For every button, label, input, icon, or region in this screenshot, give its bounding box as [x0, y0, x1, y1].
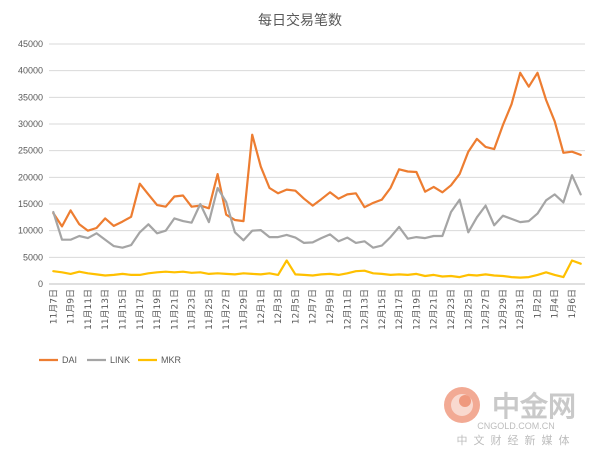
x-tick-label: 11月29日	[239, 289, 250, 330]
x-tick-label: 11月13日	[100, 289, 111, 330]
y-tick-label: 15000	[18, 199, 43, 209]
x-tick-label: 11月17日	[135, 289, 146, 330]
x-tick-label: 11月27日	[221, 289, 232, 330]
series-line-mkr	[52, 259, 582, 279]
x-axis-ticks: 11月7日 11月9日 11月11日 11月13日 11月15日 11月17日 11月19日…	[48, 289, 578, 330]
x-tick-label: 12月27日	[481, 289, 492, 330]
x-tick-label: 11月25日	[204, 289, 215, 330]
x-tick-label: 12月23日	[446, 289, 457, 330]
x-tick-label: 12月17日	[394, 289, 405, 330]
x-tick-label: 11月9日	[66, 289, 77, 324]
x-tick-label: 12月1日	[256, 289, 267, 324]
x-tick-label: 12月11日	[342, 289, 353, 330]
watermark-name: 中金网	[492, 390, 576, 423]
legend-label-mkr: MKR	[161, 355, 182, 365]
watermark: 中金网 CNGOLD.COM.CN 中文财经新媒体	[444, 387, 576, 447]
y-tick-label: 10000	[18, 226, 43, 236]
y-tick-label: 25000	[18, 146, 43, 156]
y-tick-label: 5000	[23, 252, 43, 262]
x-tick-label: 12月29日	[498, 289, 509, 330]
legend-label-link: LINK	[110, 355, 130, 365]
y-tick-label: 45000	[18, 39, 43, 49]
x-tick-label: 12月9日	[325, 289, 336, 324]
series-line-link	[52, 174, 582, 249]
x-tick-label: 11月15日	[117, 289, 128, 330]
y-tick-label: 35000	[18, 92, 43, 102]
x-tick-label: 12月19日	[411, 289, 422, 330]
x-tick-label: 11月23日	[187, 289, 198, 330]
y-tick-label: 20000	[18, 172, 43, 182]
y-tick-label: 40000	[18, 66, 43, 76]
x-tick-label: 11月21日	[169, 289, 180, 330]
x-tick-label: 11月11日	[83, 289, 94, 330]
x-tick-label: 12月25日	[463, 289, 474, 330]
x-tick-label: 11月7日	[48, 289, 59, 324]
y-axis-ticks: 0 5000 10000 15000 20000 25000 30000 35000 40000…	[18, 39, 43, 289]
watermark-url: CNGOLD.COM.CN	[477, 421, 555, 431]
chart-title: 每日交易笔数	[258, 12, 342, 29]
x-tick-label: 12月15日	[377, 289, 388, 330]
y-tick-label: 0	[38, 279, 43, 289]
logo-icon	[444, 387, 480, 423]
gridlines	[49, 43, 585, 285]
x-tick-label: 12月21日	[429, 289, 440, 330]
x-tick-label: 1月6日	[567, 289, 578, 318]
legend-label-dai: DAI	[62, 355, 77, 365]
x-tick-label: 12月5日	[290, 289, 301, 324]
x-tick-label: 1月4日	[550, 289, 561, 318]
series-lines	[52, 71, 582, 279]
x-tick-label: 1月2日	[532, 289, 543, 318]
x-tick-label: 12月31日	[515, 289, 526, 330]
series-line-dai	[52, 71, 582, 232]
y-tick-label: 30000	[18, 119, 43, 129]
x-tick-label: 12月13日	[360, 289, 371, 330]
legend: DAI LINK MKR	[39, 355, 182, 365]
x-tick-label: 11月19日	[152, 289, 163, 330]
x-tick-label: 12月3日	[273, 289, 284, 324]
x-tick-label: 12月7日	[308, 289, 319, 324]
watermark-slogan: 中文财经新媒体	[457, 433, 576, 447]
